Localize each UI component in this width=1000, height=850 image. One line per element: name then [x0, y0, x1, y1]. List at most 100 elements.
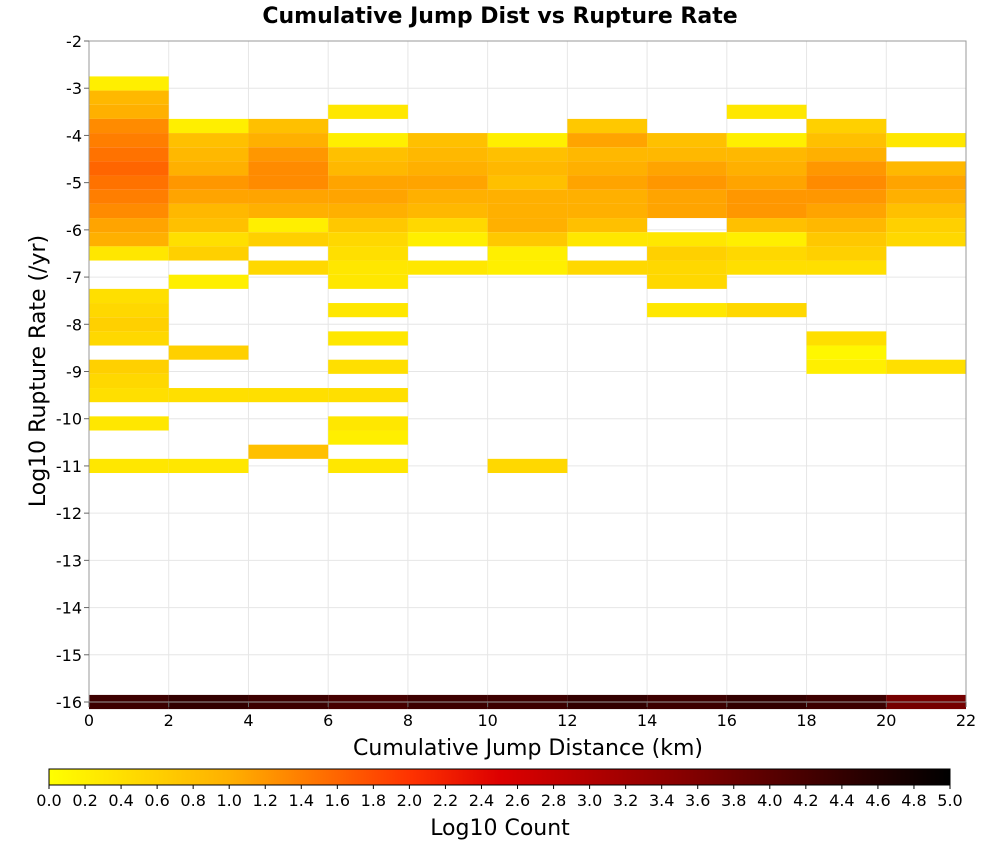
- heatmap-cell: [806, 118, 887, 134]
- heatmap-cell: [248, 161, 329, 176]
- heatmap-cell: [248, 388, 329, 403]
- heatmap-cell: [328, 161, 408, 176]
- heatmap-cell: [806, 147, 887, 162]
- chart-title: Cumulative Jump Dist vs Rupture Rate: [262, 4, 737, 29]
- colorbar-label: Log10 Count: [430, 816, 570, 841]
- heatmap-cell: [248, 218, 329, 233]
- heatmap-cell: [407, 161, 488, 176]
- heatmap-cell: [726, 189, 807, 204]
- heatmap-cell: [806, 331, 887, 346]
- heatmap-cell: [89, 76, 169, 91]
- heatmap-cell: [248, 118, 329, 134]
- heatmap-cell: [89, 458, 169, 474]
- heatmap-cell: [647, 246, 727, 261]
- heatmap-cell: [806, 189, 887, 204]
- heatmap-cell: [647, 147, 727, 162]
- y-tick-label: -7: [66, 268, 82, 287]
- heatmap-cell: [248, 444, 329, 459]
- heatmap-cell: [89, 232, 169, 247]
- heatmap-cell: [168, 246, 249, 261]
- heatmap-cell: [726, 303, 807, 318]
- heatmap-cell: [647, 133, 727, 148]
- colorbar-tick-label: 1.8: [361, 791, 386, 810]
- heatmap-cell: [328, 458, 408, 474]
- heatmap-cell: [168, 458, 249, 474]
- y-tick-label: -4: [66, 126, 82, 145]
- heatmap-cells: [89, 76, 966, 710]
- heatmap-cell: [168, 345, 249, 360]
- heatmap-cell: [328, 430, 408, 445]
- heatmap-cell: [567, 260, 648, 275]
- heatmap-cell: [567, 147, 648, 162]
- x-tick-label: 18: [796, 711, 816, 730]
- heatmap-cell: [726, 161, 807, 176]
- heatmap-cell: [248, 147, 329, 162]
- heatmap-cell: [89, 104, 169, 119]
- colorbar-tick-label: 3.2: [613, 791, 638, 810]
- y-tick-label: -6: [66, 221, 82, 240]
- heatmap-cell: [89, 147, 169, 162]
- heatmap-cell: [487, 218, 568, 233]
- heatmap-cell: [89, 288, 169, 304]
- heatmap-cell: [89, 218, 169, 233]
- heatmap-cell: [328, 232, 408, 247]
- heatmap-cell: [89, 118, 169, 134]
- heatmap-cell: [89, 331, 169, 346]
- colorbar-tick-label: 1.4: [289, 791, 314, 810]
- heatmap-cell: [726, 104, 807, 119]
- heatmap-cell: [89, 203, 169, 219]
- heatmap-cell: [89, 317, 169, 332]
- heatmap-cell: [407, 147, 488, 162]
- heatmap-cell: [886, 359, 966, 374]
- heatmap-cell: [647, 303, 727, 318]
- heatmap-cell: [328, 203, 408, 219]
- heatmap-cell: [328, 388, 408, 403]
- heatmap-cell: [886, 203, 966, 219]
- x-tick-label: 22: [956, 711, 976, 730]
- heatmap-cell: [328, 359, 408, 374]
- y-tick-label: -5: [66, 174, 82, 193]
- heatmap-cell: [487, 161, 568, 176]
- heatmap-cell: [328, 218, 408, 233]
- heatmap-cell: [89, 90, 169, 105]
- heatmap-cell: [647, 161, 727, 176]
- heatmap-cell: [806, 359, 887, 374]
- colorbar-tick-label: 2.6: [505, 791, 530, 810]
- x-tick-label: 16: [717, 711, 737, 730]
- colorbar-tick-label: 2.0: [397, 791, 422, 810]
- heatmap-cell: [248, 175, 329, 190]
- heatmap-cell: [487, 175, 568, 190]
- heatmap-cell: [487, 232, 568, 247]
- heatmap-cell: [647, 274, 727, 289]
- colorbar-tick-label: 0.2: [72, 791, 97, 810]
- heatmap-cell: [89, 416, 169, 431]
- heatmap-cell: [806, 218, 887, 233]
- x-axis-ticks: 0 2 4 6 8 10 12 14 16 18 20 22: [84, 702, 976, 730]
- heatmap-cell: [806, 232, 887, 247]
- y-tick-label: -9: [66, 363, 82, 382]
- x-tick-label: 14: [637, 711, 657, 730]
- heatmap-cell: [726, 218, 807, 233]
- colorbar-tick-label: 0.4: [108, 791, 133, 810]
- y-tick-label: -15: [56, 646, 82, 665]
- heatmap-cell: [726, 232, 807, 247]
- colorbar-tick-label: 2.8: [541, 791, 566, 810]
- heatmap-cell: [886, 218, 966, 233]
- heatmap-cell: [886, 133, 966, 148]
- heatmap-cell: [168, 133, 249, 148]
- colorbar-tick-label: 2.2: [433, 791, 458, 810]
- heatmap-cell: [89, 161, 169, 176]
- colorbar-tick-label: 3.6: [685, 791, 710, 810]
- heatmap-cell: [886, 175, 966, 190]
- colorbar-tick-label: 1.0: [216, 791, 241, 810]
- heatmap-cell: [89, 303, 169, 318]
- heatmap-cell: [168, 388, 249, 403]
- heatmap-cell: [89, 373, 169, 389]
- colorbar-tick-label: 3.0: [577, 791, 602, 810]
- heatmap-cell: [89, 388, 169, 403]
- colorbar-tick-label: 3.8: [721, 791, 746, 810]
- y-tick-label: -11: [56, 457, 82, 476]
- colorbar-tick-label: 4.6: [865, 791, 890, 810]
- heatmap-cell: [328, 331, 408, 346]
- heatmap-cell: [806, 345, 887, 360]
